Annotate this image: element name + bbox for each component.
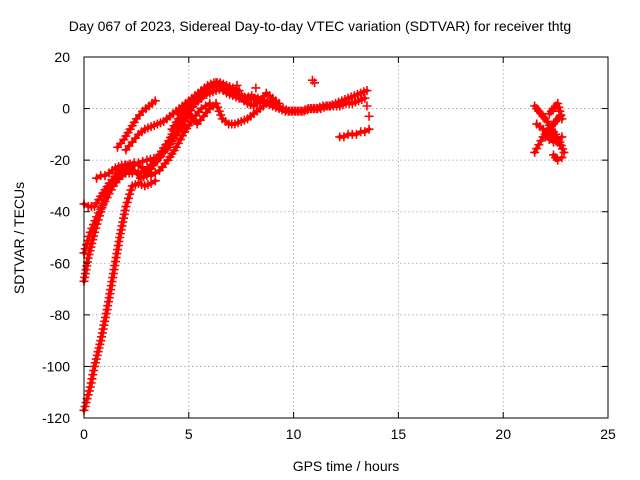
data-point [150, 176, 160, 186]
data-point [173, 138, 183, 148]
data-point [175, 135, 185, 145]
y-tick-label: -120 [42, 410, 70, 426]
series-arc-12 [215, 80, 370, 116]
x-axis-label: GPS time / hours [292, 458, 400, 474]
data-point [555, 106, 565, 116]
data-point [85, 382, 95, 392]
series-arc-13 [335, 124, 374, 142]
series-arc-1 [79, 176, 160, 415]
data-point [362, 86, 372, 96]
series-trace [82, 178, 158, 413]
data-point [96, 204, 106, 214]
data-point [532, 144, 542, 154]
data-point [213, 102, 223, 112]
data-point [85, 227, 95, 237]
data-point [126, 185, 136, 195]
data-point [232, 80, 242, 90]
data-point [171, 142, 181, 152]
y-tick-label: 20 [54, 49, 70, 65]
y-tick-label: -40 [50, 204, 70, 220]
data-point [553, 98, 563, 108]
data-point [84, 386, 94, 396]
data-point [89, 366, 99, 376]
data-point [554, 102, 564, 112]
data-point [83, 390, 93, 400]
data-point [364, 111, 374, 121]
data-point [87, 374, 97, 384]
x-tick-label: 0 [80, 426, 88, 442]
data-point [87, 223, 97, 233]
y-tick-label: -100 [42, 358, 70, 374]
series-late-5 [544, 98, 567, 124]
data-point [530, 147, 540, 157]
data-point [100, 196, 110, 206]
data-point [88, 370, 98, 380]
data-point [216, 110, 226, 120]
x-tick-label: 5 [185, 426, 193, 442]
data-point [555, 140, 565, 150]
data-point [83, 236, 93, 246]
data-point [81, 398, 91, 408]
data-point [557, 132, 567, 142]
data-point [536, 136, 546, 146]
data-point [214, 106, 224, 116]
data-point [362, 101, 372, 111]
data-point [90, 216, 100, 226]
data-point [211, 98, 221, 108]
data-point [360, 93, 370, 103]
data-point [121, 202, 131, 212]
data-point [310, 78, 320, 88]
data-point [122, 197, 132, 207]
data-point [125, 189, 135, 199]
data-point [80, 401, 90, 411]
y-tick-label: 0 [62, 101, 70, 117]
data-point [92, 212, 102, 222]
x-tick-label: 25 [600, 426, 616, 442]
data-point [150, 96, 160, 106]
data-point [556, 110, 566, 120]
chart-title: Day 067 of 2023, Sidereal Day-to-day VTE… [68, 18, 572, 34]
y-tick-label: -60 [50, 255, 70, 271]
x-tick-label: 20 [495, 426, 511, 442]
series-late-6 [549, 150, 567, 165]
data-point [542, 116, 552, 126]
data-point [86, 378, 96, 388]
data-point [364, 124, 374, 134]
data-point [80, 244, 90, 254]
data-point [98, 200, 108, 210]
data-point [88, 220, 98, 230]
x-tick-label: 15 [391, 426, 407, 442]
data-point [178, 131, 188, 141]
series-arc-6 [113, 96, 160, 152]
data-point [559, 147, 569, 157]
data-point [534, 140, 544, 150]
data-point [123, 193, 133, 203]
series-late-4 [532, 119, 565, 150]
data-point [557, 114, 567, 124]
series-isolated [232, 75, 374, 121]
data-point [251, 83, 261, 93]
data-point [557, 153, 567, 163]
x-tick-label: 10 [286, 426, 302, 442]
data-point [94, 208, 104, 218]
plot-frame [83, 56, 609, 419]
y-tick-label: -80 [50, 307, 70, 323]
data-point [84, 231, 94, 241]
y-tick-label: -20 [50, 152, 70, 168]
data-point [102, 193, 112, 203]
